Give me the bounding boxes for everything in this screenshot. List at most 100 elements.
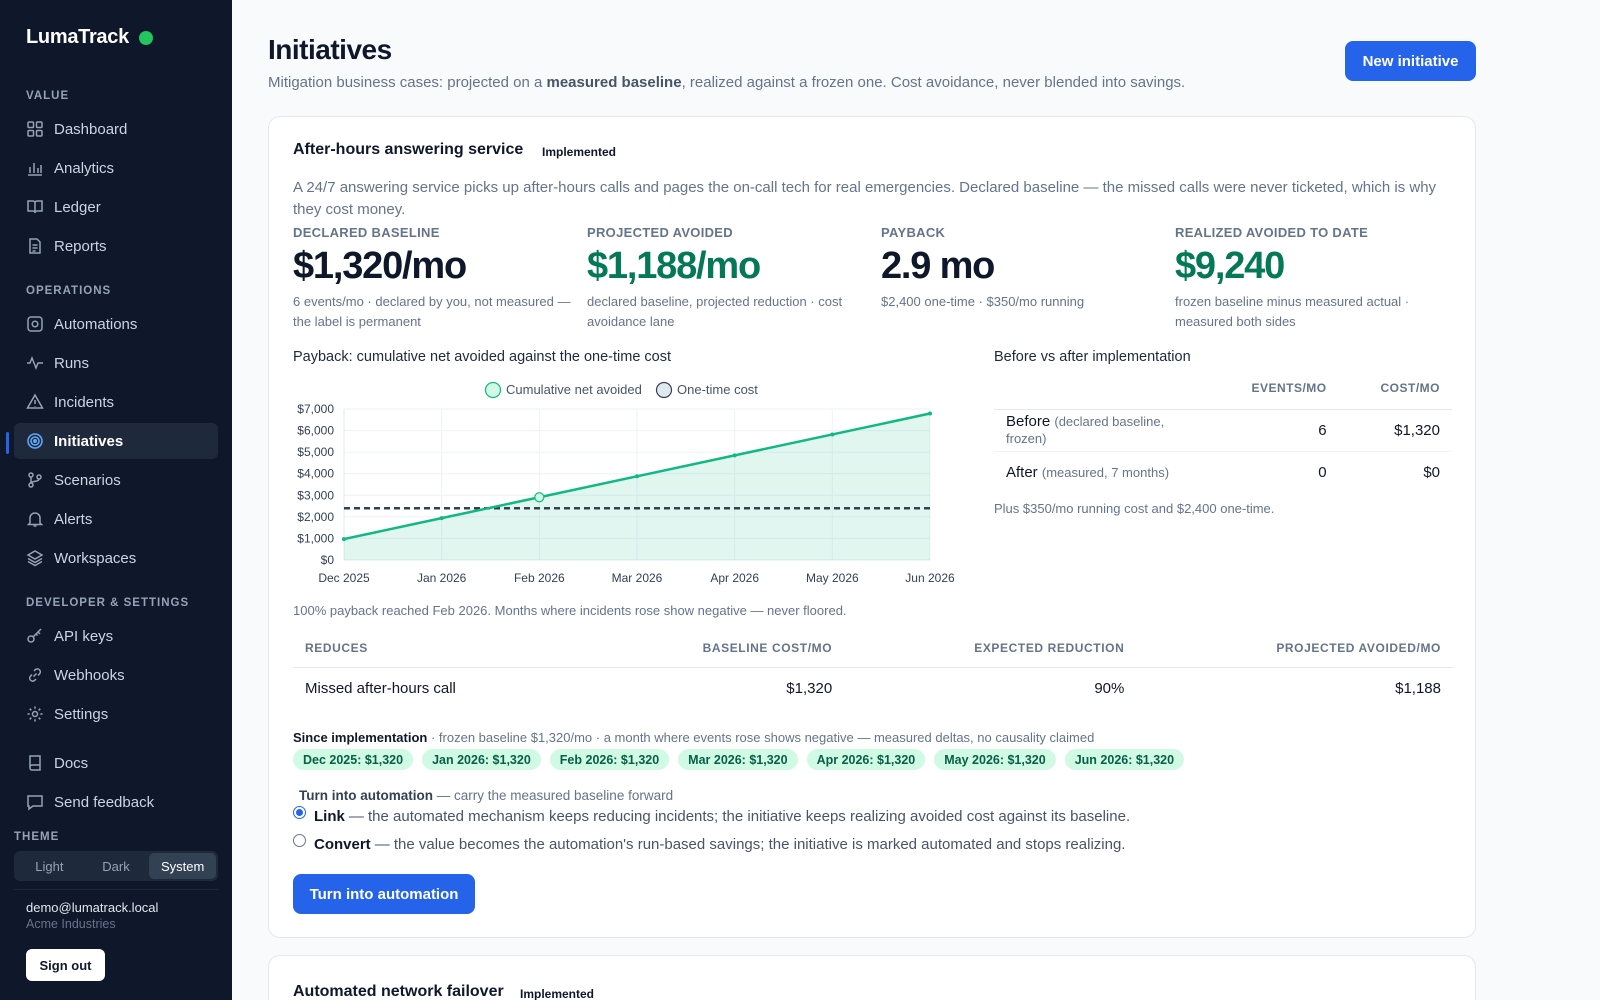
sidebar-item-alerts[interactable]: Alerts (14, 501, 218, 537)
row-label: Before (declared baseline, frozen) (994, 409, 1204, 452)
theme-switch: Light Dark System (14, 851, 218, 881)
sign-out-button[interactable]: Sign out (26, 949, 105, 981)
sidebar-item-label: Runs (54, 354, 90, 372)
option-text: — the automated mechanism keeps reducing… (348, 808, 1131, 825)
table-header-baseline-cost: BASELINE COST/MO (586, 629, 845, 668)
stat-label: PROJECTED AVOIDED (587, 225, 733, 240)
layers-icon (26, 549, 44, 567)
legend-swatch-cumulative (484, 381, 502, 399)
sidebar-item-label: Webhooks (54, 666, 125, 684)
stat-note: $2,400 one-time · $350/mo running (881, 294, 1085, 309)
table-header-cost: COST/MO (1338, 379, 1452, 410)
sidebar-item-label: Settings (54, 705, 109, 723)
x-tick-label: Dec 2025 (318, 571, 370, 585)
bell-icon (26, 510, 44, 528)
radio-link[interactable] (293, 806, 306, 819)
radio-convert[interactable] (293, 834, 306, 847)
new-initiative-button[interactable]: New initiative (1345, 41, 1476, 81)
legend-label-one-time-cost: One-time cost (677, 382, 758, 397)
active-indicator (6, 432, 9, 454)
sidebar-item-label: Reports (54, 237, 107, 255)
automation-title: Turn into automation — carry the measure… (299, 788, 673, 803)
initiative-card: Automated network failover Implemented (268, 955, 1476, 1000)
sidebar-item-label: Docs (54, 754, 89, 772)
reduces-table: REDUCES BASELINE COST/MO EXPECTED REDUCT… (293, 629, 1453, 709)
stat-note: declared baseline, projected reduction ·… (587, 294, 843, 329)
status-badge: Implemented (542, 145, 617, 159)
sidebar-item-analytics[interactable]: Analytics (14, 150, 218, 186)
legend-swatch-one-time-cost (655, 381, 673, 399)
x-tick-label: Jan 2026 (417, 571, 467, 585)
status-dot-icon (138, 30, 153, 45)
row-label-main: After (1006, 463, 1038, 481)
sidebar-item-label: Analytics (54, 159, 115, 177)
sidebar-item-dashboard[interactable]: Dashboard (14, 111, 218, 147)
book-icon (26, 198, 44, 216)
y-tick-label: $4,000 (297, 467, 334, 481)
y-tick-label: $0 (321, 553, 335, 567)
stat-label: PAYBACK (881, 225, 946, 240)
theme-option-system[interactable]: System (149, 853, 217, 879)
sidebar-item-webhooks[interactable]: Webhooks (14, 657, 218, 693)
initiative-description: A 24/7 answering service picks up after-… (293, 179, 1437, 218)
x-tick-label: Mar 2026 (612, 571, 663, 585)
sidebar-item-reports[interactable]: Reports (14, 228, 218, 264)
x-tick-label: May 2026 (806, 571, 859, 585)
sidebar-item-label: Automations (54, 315, 138, 333)
sidebar-item-label: Ledger (54, 198, 101, 216)
table-row: Before (declared baseline, frozen) 6 $1,… (994, 409, 1452, 452)
nav-section-developer: DEVELOPER & SETTINGS (26, 597, 190, 609)
initiative-title: Automated network failover (293, 983, 504, 1000)
sidebar-item-label: Alerts (54, 510, 93, 528)
sidebar-item-incidents[interactable]: Incidents (14, 384, 218, 420)
sidebar-item-automations[interactable]: Automations (14, 306, 218, 342)
sidebar-item-label: Send feedback (54, 793, 155, 811)
initiative-card: After-hours answering service Implemente… (268, 116, 1476, 938)
sidebar-item-runs[interactable]: Runs (14, 345, 218, 381)
cell-projected-avoided: $1,188 (1395, 679, 1441, 697)
before-after-title: Before vs after implementation (994, 349, 1191, 365)
nav-section-value: VALUE (26, 90, 70, 102)
sidebar-item-workspaces[interactable]: Workspaces (14, 540, 218, 576)
data-point (732, 453, 737, 458)
sidebar-item-ledger[interactable]: Ledger (14, 189, 218, 225)
y-tick-label: $5,000 (297, 445, 334, 459)
option-convert[interactable]: Convert — the value becomes the automati… (293, 834, 1125, 853)
cell-reduces: Missed after-hours call (305, 679, 456, 697)
table-header-empty (994, 379, 1204, 410)
option-link[interactable]: Link — the automated mechanism keeps red… (293, 806, 1131, 825)
data-point (635, 474, 639, 479)
month-chip: Jan 2026: $1,320 (422, 749, 541, 770)
sidebar-item-send-feedback[interactable]: Send feedback (14, 784, 218, 820)
stat-realized-avoided: REALIZED AVOIDED TO DATE $9,240 frozen b… (1175, 225, 1459, 332)
table-header-projected-avoided: PROJECTED AVOIDED/MO (1136, 629, 1453, 668)
key-icon (26, 627, 44, 645)
payback-chart: $0 $1,000 $2,000 $3,000 $4,000 $5,000 $6,000 $7… (297, 381, 955, 585)
y-tick-label: $6,000 (297, 424, 334, 438)
user-email: demo@lumatrack.local (26, 900, 159, 915)
sidebar-item-initiatives[interactable]: Initiatives (14, 423, 218, 459)
theme-option-dark[interactable]: Dark (102, 858, 130, 874)
month-chip: Apr 2026: $1,320 (806, 749, 926, 770)
sidebar: LumaTrack VALUE Dashboard Analytics Ledg… (0, 0, 232, 1000)
stat-payback: PAYBACK 2.9 mo $2,400 one-time · $350/mo… (881, 225, 1165, 312)
initiative-title: After-hours answering service (293, 141, 524, 158)
sidebar-item-docs[interactable]: Docs (14, 745, 218, 781)
since-label: Since implementation (293, 730, 428, 745)
data-point (928, 411, 932, 416)
y-tick-label: $2,000 (297, 510, 334, 524)
sidebar-divider (14, 889, 218, 890)
stat-value: 2.9 mo (881, 245, 995, 287)
cell-baseline-cost: $1,320 (786, 679, 833, 697)
row-label: After (measured, 7 months) (994, 451, 1204, 493)
turn-into-automation-button[interactable]: Turn into automation (293, 874, 475, 914)
theme-option-light[interactable]: Light (35, 858, 64, 874)
brand[interactable]: LumaTrack (26, 26, 153, 49)
before-after-note: Plus $350/mo running cost and $2,400 one… (994, 501, 1275, 516)
x-tick-label: Apr 2026 (710, 571, 759, 585)
sidebar-item-scenarios[interactable]: Scenarios (14, 462, 218, 498)
sidebar-item-settings[interactable]: Settings (14, 696, 218, 732)
row-cost: $1,320 (1338, 409, 1452, 452)
month-chip: Feb 2026: $1,320 (549, 749, 670, 770)
sidebar-item-api-keys[interactable]: API keys (14, 618, 218, 654)
